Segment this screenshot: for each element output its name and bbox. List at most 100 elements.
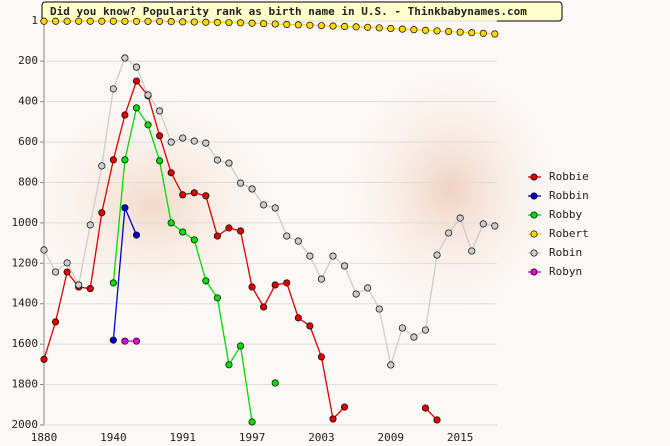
data-point: [109, 17, 117, 25]
data-point: [248, 19, 256, 27]
y-tick-label: 1400: [12, 297, 39, 310]
data-point: [213, 156, 221, 164]
data-point: [75, 17, 83, 25]
y-tick-label: 400: [18, 95, 38, 108]
data-point: [236, 19, 245, 27]
data-point: [283, 232, 291, 240]
data-point: [421, 26, 430, 34]
x-tick-label: 1991: [169, 431, 196, 444]
data-point: [156, 157, 164, 165]
data-point: [63, 268, 71, 276]
data-point: [109, 85, 117, 93]
data-point: [248, 418, 256, 426]
x-tick-label: 2009: [378, 431, 405, 444]
data-point: [433, 251, 441, 259]
data-point: [40, 355, 48, 363]
data-point: [433, 416, 441, 424]
x-tick-label: 2015: [447, 431, 474, 444]
data-point: [491, 222, 499, 230]
legend-marker: [530, 211, 538, 219]
data-point: [132, 337, 141, 345]
data-point: [294, 237, 302, 245]
data-point: [144, 91, 152, 99]
data-point: [421, 326, 430, 334]
data-point: [283, 20, 291, 28]
data-point: [179, 228, 187, 236]
data-point: [132, 231, 141, 239]
photo-shade: [320, 40, 580, 340]
legend-marker: [530, 192, 538, 200]
data-point: [213, 232, 221, 240]
data-point: [306, 21, 314, 29]
data-point: [132, 104, 141, 112]
data-point: [271, 204, 279, 212]
data-point: [445, 229, 453, 237]
data-point: [248, 283, 256, 291]
data-point: [479, 29, 487, 37]
legend-label: Robin: [549, 246, 582, 259]
data-point: [167, 18, 175, 26]
data-point: [352, 290, 360, 298]
data-point: [40, 17, 48, 25]
data-point: [375, 24, 383, 32]
data-point: [306, 252, 314, 260]
data-point: [236, 227, 245, 235]
y-tick-label: 1000: [12, 216, 39, 229]
data-point: [329, 252, 337, 260]
data-point: [202, 277, 210, 285]
data-point: [121, 17, 129, 25]
data-point: [109, 336, 117, 344]
y-tick-label: 600: [18, 135, 38, 148]
data-point: [167, 219, 175, 227]
data-point: [329, 415, 337, 423]
data-point: [248, 185, 256, 193]
data-point: [236, 179, 245, 187]
data-point: [387, 24, 395, 33]
legend-marker: [530, 173, 538, 181]
data-point: [294, 314, 302, 322]
data-point: [190, 236, 198, 244]
data-point: [63, 259, 71, 267]
data-point: [317, 353, 325, 361]
legend-label: Robyn: [549, 265, 582, 278]
y-tick-label: 800: [18, 175, 38, 188]
data-point: [329, 22, 337, 30]
data-point: [156, 132, 164, 140]
data-point: [468, 247, 476, 255]
data-point: [132, 77, 141, 85]
data-point: [294, 21, 302, 29]
data-point: [156, 17, 164, 25]
data-point: [468, 29, 476, 37]
legend-label: Robbie: [549, 170, 589, 183]
data-point: [86, 285, 94, 293]
y-tick-label: 2000: [12, 418, 39, 431]
legend-marker: [530, 268, 538, 276]
data-point: [144, 121, 152, 129]
x-tick-label: 1997: [239, 431, 266, 444]
data-point: [491, 30, 499, 38]
data-point: [190, 189, 198, 197]
data-point: [121, 204, 129, 212]
data-point: [121, 156, 129, 164]
data-point: [144, 17, 152, 25]
y-tick-label: 1800: [12, 378, 39, 391]
y-tick-label: 1600: [12, 337, 39, 350]
y-tick-label: 1200: [12, 256, 39, 269]
data-point: [341, 403, 349, 411]
series-line: [43, 56, 495, 368]
data-point: [121, 54, 129, 62]
data-point: [190, 18, 198, 26]
data-point: [109, 279, 117, 287]
data-point: [52, 318, 60, 326]
data-point: [63, 17, 71, 25]
data-point: [179, 134, 187, 142]
y-tick-label: 200: [18, 54, 38, 67]
data-point: [387, 361, 395, 369]
data-point: [213, 294, 221, 302]
data-point: [456, 28, 464, 36]
data-point: [283, 279, 291, 287]
data-point: [98, 209, 106, 217]
data-point: [132, 63, 141, 71]
data-point: [167, 169, 175, 177]
